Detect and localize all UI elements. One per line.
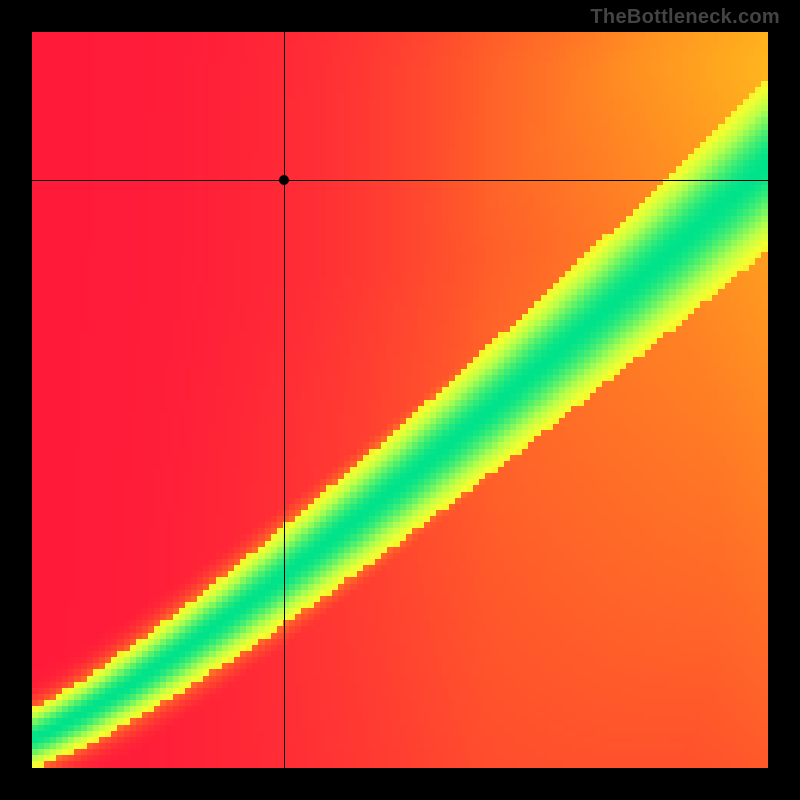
plot-area — [32, 32, 768, 768]
crosshair-horizontal — [32, 180, 768, 181]
crosshair-vertical — [284, 32, 285, 768]
crosshair-dot — [279, 175, 289, 185]
heatmap-canvas — [32, 32, 768, 768]
chart-container: TheBottleneck.com — [0, 0, 800, 800]
watermark-text: TheBottleneck.com — [590, 6, 780, 29]
